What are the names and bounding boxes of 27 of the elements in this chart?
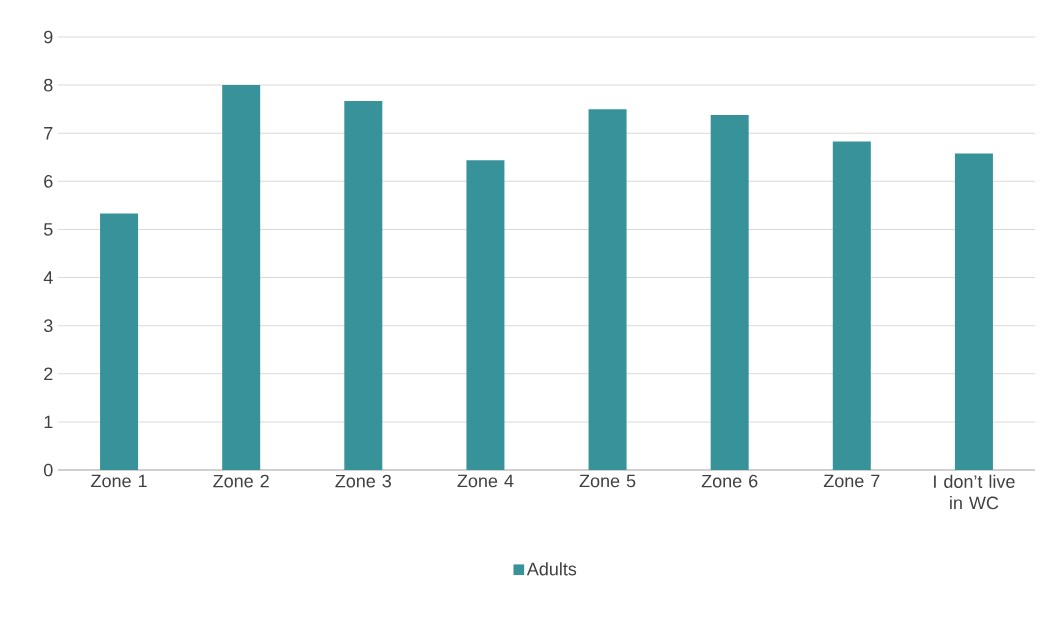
bar [100, 213, 139, 470]
legend-label: Adults [526, 562, 577, 576]
bar [954, 153, 993, 470]
x-tick-label: Zone 3 [335, 474, 392, 488]
y-tick-label: 8 [44, 78, 53, 92]
y-tick-label: 3 [43, 319, 53, 333]
x-tick-label: Zone 6 [701, 474, 758, 488]
x-tick-label: Zone 4 [457, 474, 514, 488]
x-tick-label: Zone 1 [91, 474, 147, 488]
x-tick-label: Zone 2 [213, 474, 269, 488]
x-tick-label: Zone 7 [823, 474, 880, 488]
bar [832, 141, 871, 470]
y-tick-label: 7 [44, 127, 53, 140]
bar [710, 114, 749, 470]
y-tick-label: 9 [44, 30, 53, 44]
y-tick-label: 0 [43, 463, 53, 477]
y-tick-label: 5 [43, 223, 53, 236]
x-tick-label: Zone 5 [579, 474, 636, 488]
x-tick-label: I don’t live in WC [934, 474, 1015, 510]
bar [466, 160, 505, 470]
bar [344, 101, 383, 470]
bar [222, 85, 261, 470]
y-tick-label: 6 [44, 174, 53, 188]
y-tick-label: 2 [44, 367, 53, 381]
y-tick-label: 1 [44, 415, 53, 429]
bar [588, 109, 627, 470]
y-tick-label: 4 [43, 271, 53, 284]
